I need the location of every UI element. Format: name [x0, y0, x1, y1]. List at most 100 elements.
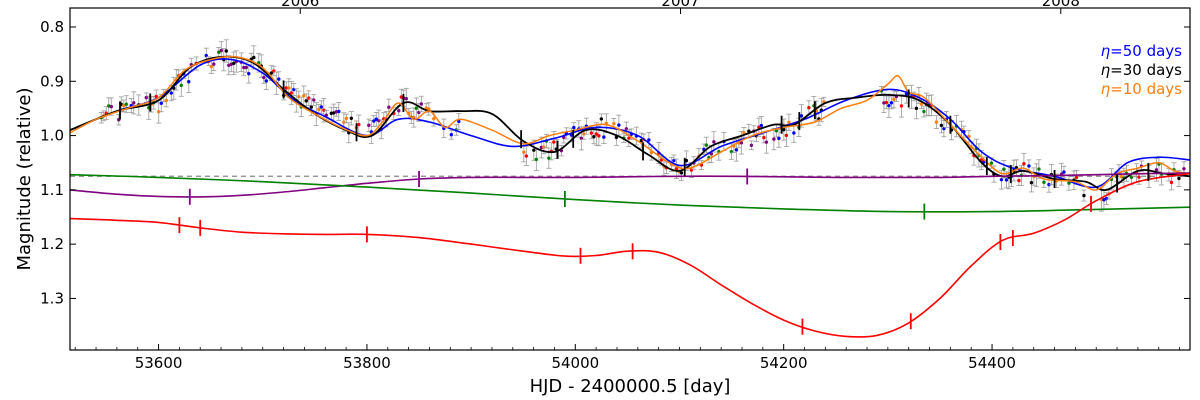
data-point [247, 71, 251, 76]
data-point [242, 65, 246, 70]
data-point [734, 148, 739, 152]
data-point [934, 120, 939, 124]
series-line-0 [70, 58, 1190, 189]
data-point [787, 120, 791, 125]
data-point [264, 79, 268, 83]
data-point [1047, 182, 1051, 187]
y-tick-label: 1.1 [40, 181, 64, 199]
data-point [417, 110, 421, 115]
data-point [594, 132, 599, 136]
y-tick-label: 1.2 [40, 235, 64, 253]
data-point [939, 123, 944, 128]
data-point [302, 93, 306, 98]
data-point [889, 101, 894, 105]
data-point [277, 77, 281, 81]
top-year-label: 2007 [661, 0, 699, 10]
data-point [532, 148, 536, 152]
x-axis-title: HJD - 2400000.5 [day] [530, 376, 731, 397]
data-point [154, 94, 158, 99]
data-point [297, 94, 301, 99]
series-line-4 [70, 173, 1190, 213]
data-point [589, 131, 594, 135]
data-point [942, 126, 946, 131]
data-point [1154, 168, 1159, 172]
data-point [432, 116, 436, 121]
data-point [419, 102, 424, 106]
data-point [799, 114, 804, 118]
data-point [1137, 175, 1141, 179]
data-point [582, 132, 586, 136]
data-point [884, 100, 889, 105]
data-point [317, 107, 321, 112]
data-point [597, 134, 601, 138]
data-point [357, 122, 361, 127]
data-point [122, 103, 126, 108]
data-point [807, 106, 811, 110]
series-line-2 [70, 55, 1190, 191]
legend-entry-eta-50: η=50 days [1101, 42, 1183, 60]
data-point [224, 49, 228, 53]
data-point [217, 50, 221, 54]
data-point [427, 107, 431, 111]
data-point [322, 108, 326, 112]
data-point [344, 116, 349, 121]
data-point [109, 104, 113, 109]
data-point [1104, 196, 1109, 201]
legend: η=50 days η=30 days η=10 days [1101, 42, 1183, 98]
data-point [309, 105, 313, 109]
data-point [374, 117, 379, 121]
data-point [342, 120, 346, 124]
data-point [704, 143, 709, 147]
data-point [1004, 178, 1009, 182]
data-point [617, 123, 621, 127]
data-point [1022, 162, 1026, 166]
data-point [892, 97, 896, 102]
data-point [252, 55, 256, 60]
data-point [397, 109, 401, 113]
data-point [319, 105, 323, 109]
data-point [1119, 174, 1124, 179]
data-point [599, 117, 604, 121]
legend-entry-eta-10: η=10 days [1101, 80, 1183, 98]
data-point [887, 104, 891, 108]
data-point [534, 157, 539, 162]
data-point [674, 167, 679, 171]
data-point [904, 92, 909, 96]
plot-frame [69, 7, 1191, 351]
data-point [312, 98, 316, 102]
data-point [367, 123, 371, 128]
data-point [349, 116, 354, 120]
data-point [269, 71, 273, 75]
data-point [899, 104, 904, 108]
data-point [1042, 180, 1046, 184]
x-tick-label: 54000 [551, 354, 599, 372]
data-point [989, 161, 994, 165]
data-point [159, 101, 163, 105]
data-point [164, 98, 168, 103]
data-point [1182, 167, 1186, 171]
data-point [762, 135, 766, 140]
data-point [289, 91, 293, 95]
x-tick-label: 53800 [343, 354, 391, 372]
data-point [774, 129, 779, 133]
data-point [334, 110, 338, 114]
y-tick-label: 0.8 [40, 18, 64, 36]
data-point [572, 125, 576, 130]
y-axis-title: Magnitude (relative) [14, 87, 35, 270]
data-point [132, 101, 136, 105]
data-point [1017, 178, 1021, 183]
data-point [449, 133, 454, 137]
data-point [404, 96, 409, 101]
data-point [284, 86, 288, 90]
data-point [647, 138, 651, 142]
data-point [387, 105, 391, 109]
data-point [919, 102, 924, 106]
data-point [144, 95, 148, 100]
data-point [169, 91, 173, 95]
data-point [922, 109, 926, 114]
data-point [262, 75, 266, 80]
data-point [672, 158, 676, 163]
data-point [552, 140, 556, 144]
axes-layer: 53600 53800 54000 54200 54400 0.8 0.9 1.0 1.1 1.2… [40, 0, 1190, 372]
data-point [304, 99, 308, 103]
